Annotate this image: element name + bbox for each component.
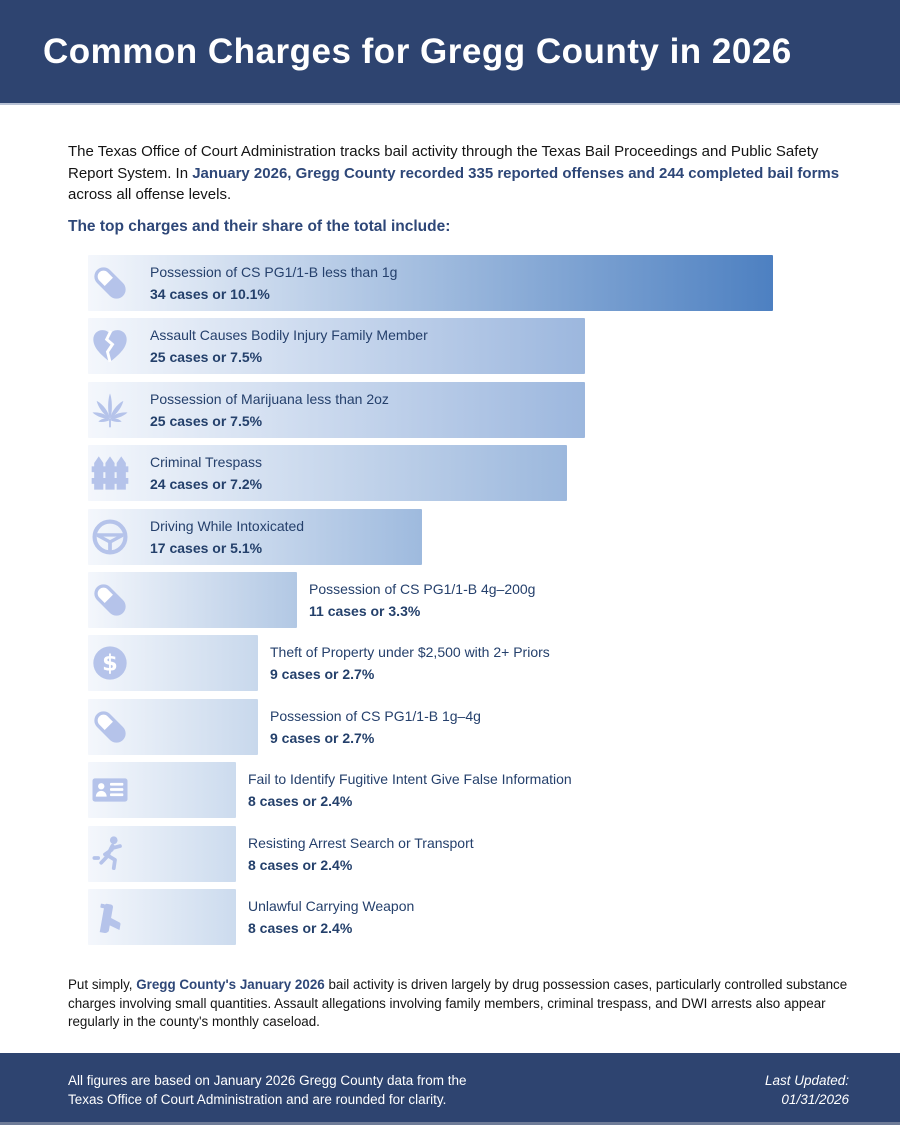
dollar-circle-icon bbox=[90, 641, 130, 685]
chart-row: Criminal Trespass 24 cases or 7.2% bbox=[88, 445, 868, 502]
charge-stat: 17 cases or 5.1% bbox=[150, 539, 263, 556]
bar bbox=[88, 445, 567, 502]
intro-text-post: across all offense levels. bbox=[68, 186, 232, 203]
intro-text-bold: January 2026, Gregg County recorded 335 … bbox=[192, 164, 840, 182]
chart-row: Possession of CS PG1/1-B 1g–4g 9 cases o… bbox=[88, 698, 868, 755]
charge-stat: 24 cases or 7.2% bbox=[150, 476, 263, 493]
charge-label: Unlawful Carrying Weapon bbox=[248, 897, 415, 914]
charge-label: Theft of Property under $2,500 with 2+ P… bbox=[270, 644, 550, 661]
id-card-icon bbox=[90, 768, 130, 812]
charge-label: Criminal Trespass bbox=[150, 454, 263, 471]
pill-icon bbox=[90, 705, 130, 749]
section-heading: The top charges and their share of the t… bbox=[68, 218, 451, 235]
header-banner: Common Charges for Gregg County in 2026 bbox=[0, 0, 900, 105]
bar bbox=[88, 508, 422, 565]
charge-stat: 25 cases or 7.5% bbox=[150, 349, 263, 366]
bar-chart: Possession of CS PG1/1-B less than 1g 34… bbox=[88, 255, 868, 945]
summary-paragraph: Put simply, Gregg County's January 2026 … bbox=[68, 976, 852, 1032]
running-person-icon bbox=[90, 832, 130, 876]
bar bbox=[88, 381, 585, 438]
chart-row: Possession of CS PG1/1-B 4g–200g 11 case… bbox=[88, 571, 868, 628]
intro-paragraph: The Texas Office of Court Administration… bbox=[68, 141, 846, 206]
page-title: Common Charges for Gregg County in 2026 bbox=[43, 31, 792, 71]
charge-stat: 8 cases or 2.4% bbox=[248, 919, 353, 936]
footer-banner: All figures are based on January 2026 Gr… bbox=[0, 1053, 900, 1125]
charge-stat: 34 cases or 10.1% bbox=[150, 286, 270, 302]
summary-text-bold: Gregg County's January 2026 bbox=[136, 977, 325, 992]
chart-row: Fail to Identify Fugitive Intent Give Fa… bbox=[88, 762, 868, 819]
last-updated-label: Last Updated: bbox=[764, 1073, 849, 1088]
fence-icon bbox=[90, 451, 130, 495]
chart-row: Driving While Intoxicated 17 cases or 5.… bbox=[88, 508, 868, 565]
handgun-icon bbox=[90, 895, 130, 939]
pill-icon bbox=[90, 261, 130, 305]
charge-label: Possession of CS PG1/1-B 1g–4g bbox=[270, 707, 481, 724]
chart-row: Unlawful Carrying Weapon 8 cases or 2.4% bbox=[88, 888, 868, 945]
steering-wheel-icon bbox=[90, 515, 130, 559]
charge-label: Driving While Intoxicated bbox=[150, 517, 305, 534]
broken-heart-icon bbox=[90, 324, 130, 368]
charge-label: Resisting Arrest Search or Transport bbox=[248, 834, 474, 851]
last-updated-date: 01/31/2026 bbox=[781, 1092, 849, 1107]
charge-label: Possession of CS PG1/1-B 4g–200g bbox=[309, 580, 536, 597]
footer-note: All figures are based on January 2026 Gr… bbox=[68, 1073, 467, 1107]
charge-label: Possession of Marijuana less than 2oz bbox=[150, 390, 389, 407]
charge-stat: 11 cases or 3.3% bbox=[309, 602, 421, 619]
chart-row: Theft of Property under $2,500 with 2+ P… bbox=[88, 635, 868, 692]
charge-stat: 9 cases or 2.7% bbox=[270, 666, 375, 683]
chart-row: Assault Causes Bodily Injury Family Memb… bbox=[88, 318, 868, 375]
charge-stat: 9 cases or 2.7% bbox=[270, 729, 375, 746]
summary-text-pre: Put simply, bbox=[68, 977, 137, 992]
chart-row: Possession of CS PG1/1-B less than 1g 34… bbox=[88, 255, 868, 311]
intro-text-pre: The Texas Office of Court Administration… bbox=[68, 143, 819, 182]
bar bbox=[88, 318, 585, 375]
pill-icon bbox=[90, 578, 130, 622]
chart-row: Resisting Arrest Search or Transport 8 c… bbox=[88, 825, 868, 882]
summary-text-post: bail activity is driven largely by drug … bbox=[68, 977, 848, 1029]
charge-stat: 8 cases or 2.4% bbox=[248, 793, 353, 810]
charge-label: Assault Causes Bodily Injury Family Memb… bbox=[150, 327, 428, 344]
bar bbox=[88, 255, 773, 311]
marijuana-leaf-icon bbox=[90, 388, 130, 432]
charge-stat: 25 cases or 7.5% bbox=[150, 412, 263, 429]
bar bbox=[88, 888, 236, 945]
bar bbox=[88, 825, 236, 882]
last-updated: Last Updated: 01/31/2026 bbox=[765, 1071, 849, 1109]
chart-row: Possession of Marijuana less than 2oz 25… bbox=[88, 381, 868, 438]
charge-stat: 8 cases or 2.4% bbox=[248, 856, 353, 873]
charge-label: Possession of CS PG1/1-B less than 1g bbox=[150, 264, 398, 280]
charge-label: Fail to Identify Fugitive Intent Give Fa… bbox=[248, 771, 572, 788]
